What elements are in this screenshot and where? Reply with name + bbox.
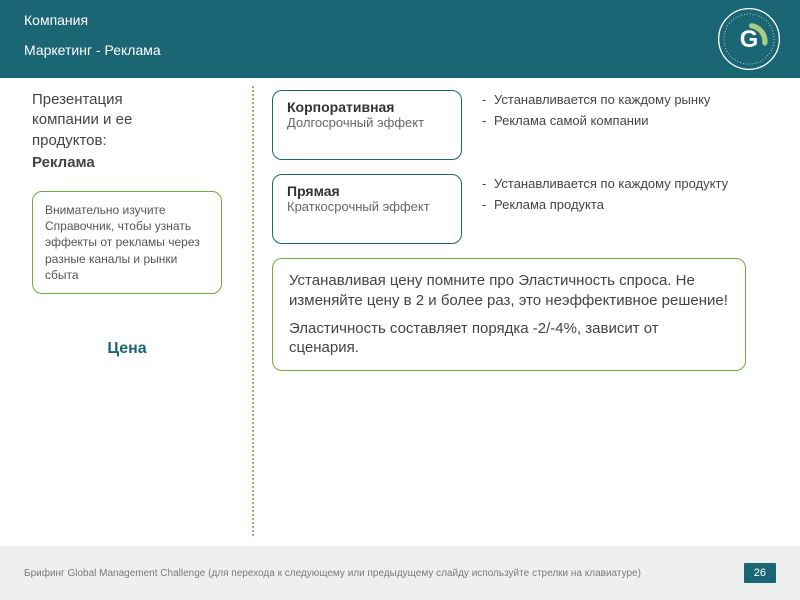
- card-direct: Прямая Краткосрочный эффект: [272, 174, 462, 244]
- bullets-corporate: -Устанавливается по каждому рынку -Рекла…: [482, 90, 770, 134]
- bullet-item: -Устанавливается по каждому рынку: [482, 92, 770, 109]
- header-line1: Компания: [24, 12, 776, 28]
- footer-text: Брифинг Global Management Challenge (для…: [24, 567, 744, 580]
- svg-text:G: G: [740, 26, 758, 53]
- page-number: 26: [744, 563, 776, 583]
- row-corporate: Корпоративная Долгосрочный эффект -Устан…: [272, 90, 770, 160]
- gmc-logo-icon: G: [716, 6, 782, 72]
- bullets-direct: -Устанавливается по каждому продукту -Ре…: [482, 174, 770, 218]
- card-corporate: Корпоративная Долгосрочный эффект: [272, 90, 462, 160]
- vertical-divider: [252, 86, 254, 536]
- price-heading: Цена: [32, 340, 222, 358]
- intro-line: продуктов:: [32, 131, 232, 151]
- slide-header: Компания Маркетинг - Реклама G: [0, 0, 800, 78]
- elasticity-p2: Эластичность составляет порядка -2/-4%, …: [289, 319, 729, 359]
- right-column: Корпоративная Долгосрочный эффект -Устан…: [272, 90, 770, 371]
- bullet-item: -Реклама продукта: [482, 197, 770, 214]
- header-line2: Маркетинг - Реклама: [24, 42, 776, 58]
- card-title: Корпоративная: [287, 99, 447, 115]
- bullet-item: -Реклама самой компании: [482, 113, 770, 130]
- slide-footer: Брифинг Global Management Challenge (для…: [0, 546, 800, 600]
- elasticity-p1: Устанавливая цену помните про Эластичнос…: [289, 271, 729, 311]
- content-area: Презентация компании и ее продуктов: Рек…: [0, 78, 800, 546]
- left-column: Презентация компании и ее продуктов: Рек…: [32, 90, 232, 358]
- intro-bold: Реклама: [32, 153, 232, 173]
- card-subtitle: Краткосрочный эффект: [287, 200, 447, 215]
- bullet-item: -Устанавливается по каждому продукту: [482, 176, 770, 193]
- card-title: Прямая: [287, 183, 447, 199]
- card-subtitle: Долгосрочный эффект: [287, 116, 447, 131]
- intro-line: Презентация: [32, 90, 232, 110]
- tip-box: Внимательно изучите Справочник, чтобы уз…: [32, 191, 222, 294]
- row-direct: Прямая Краткосрочный эффект -Устанавлива…: [272, 174, 770, 244]
- intro-text: Презентация компании и ее продуктов: Рек…: [32, 90, 232, 173]
- intro-line: компании и ее: [32, 110, 232, 130]
- elasticity-box: Устанавливая цену помните про Эластичнос…: [272, 258, 746, 371]
